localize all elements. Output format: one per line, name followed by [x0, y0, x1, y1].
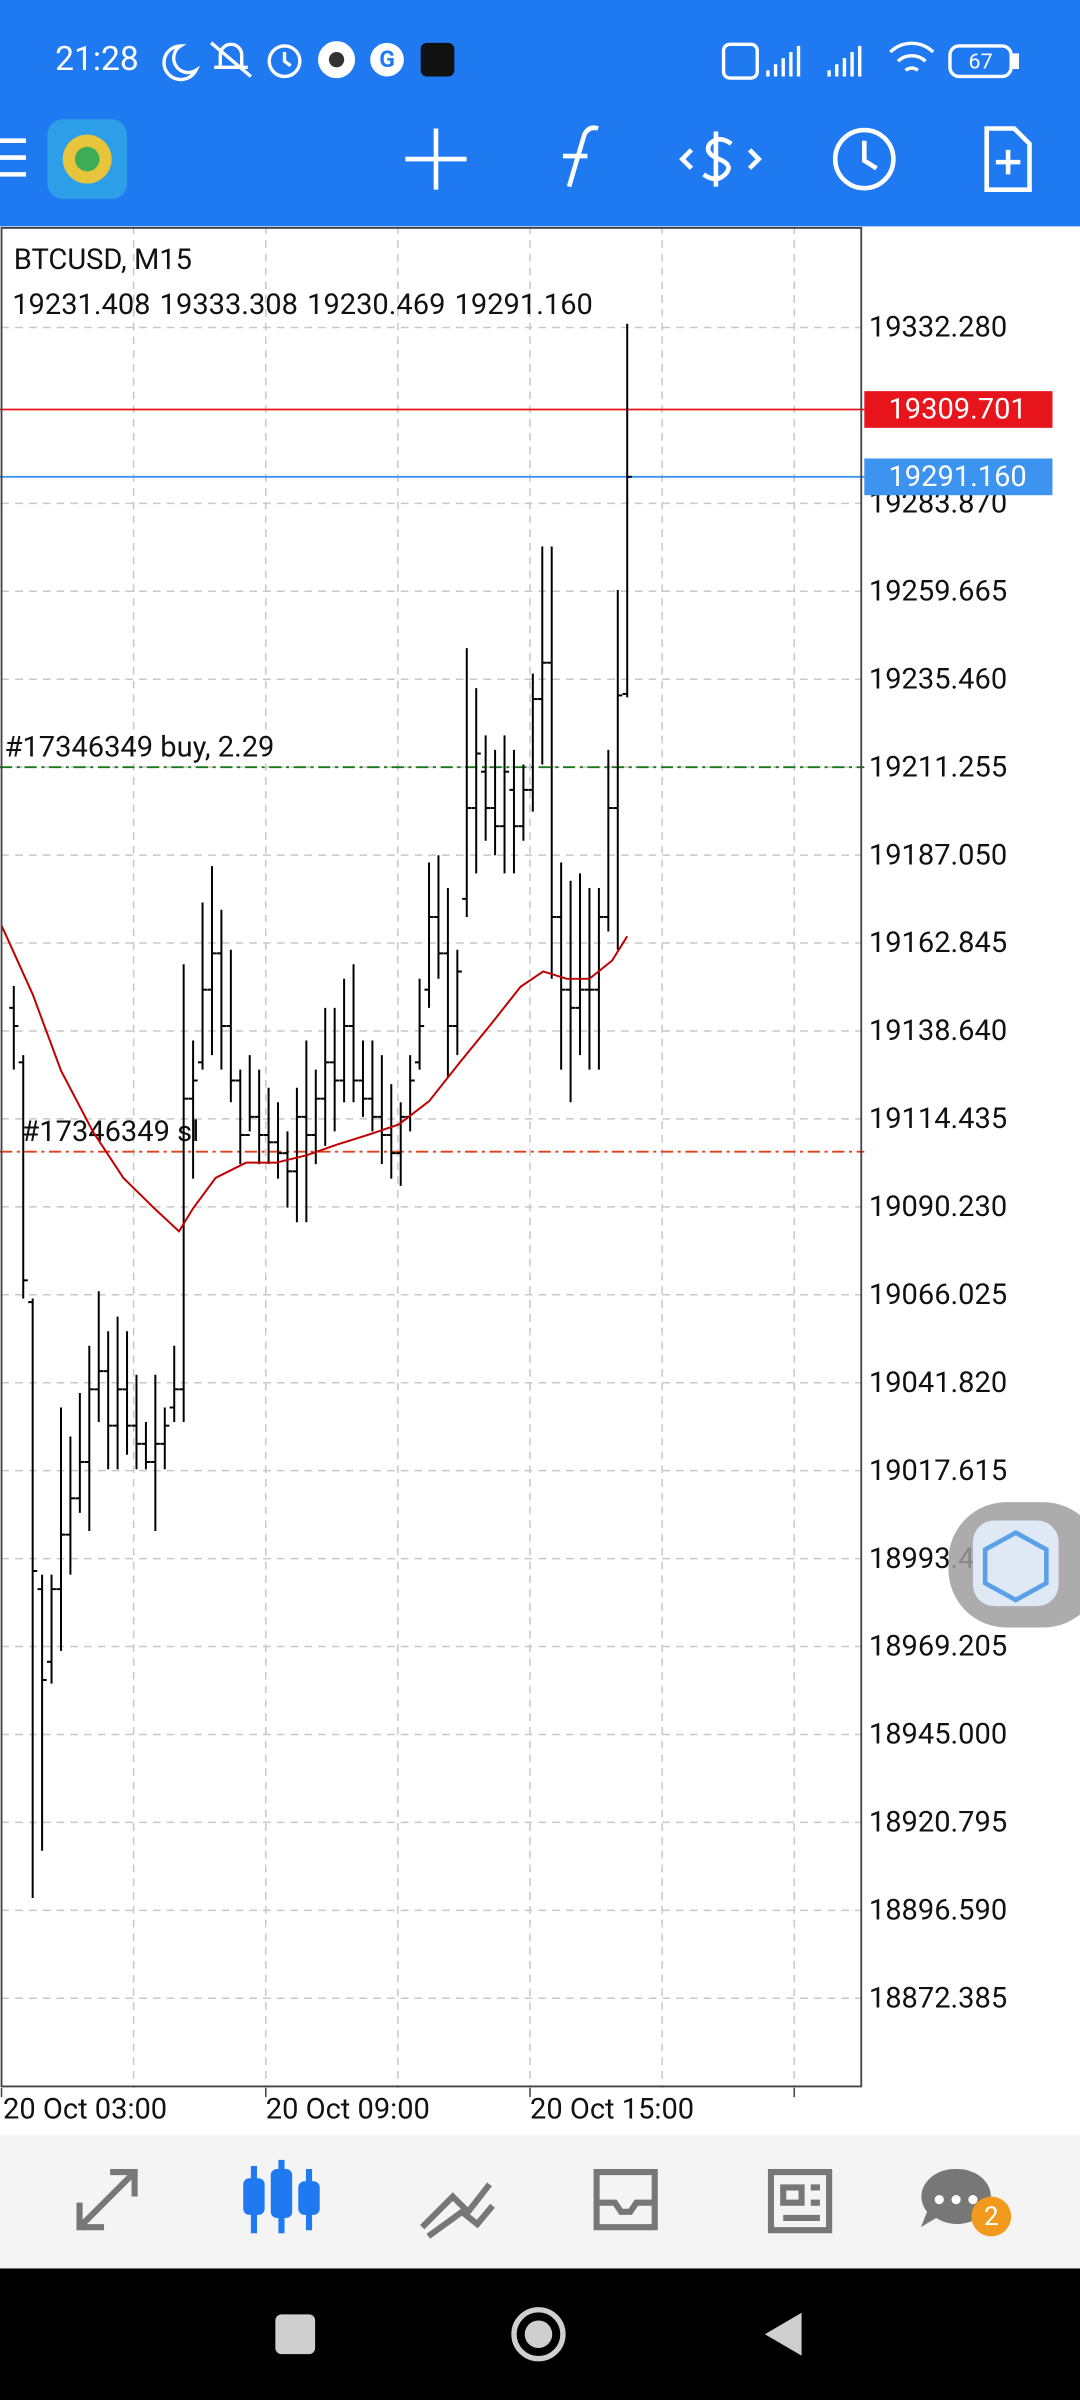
trade-button[interactable] [679, 131, 762, 187]
app-header [0, 0, 1080, 227]
indicators-button[interactable] [562, 125, 599, 188]
y-tick-label: 19017.615 [869, 1454, 1007, 1488]
nav-chart[interactable] [243, 2159, 320, 2234]
clock: 21:28 [55, 40, 139, 79]
y-tick-label: 19114.435 [869, 1102, 1007, 1136]
google-icon: G [379, 46, 395, 73]
y-tick-label: 18872.385 [869, 1981, 1007, 2015]
message-badge [971, 2196, 1012, 2237]
status-icons [162, 41, 1019, 82]
period-button[interactable] [832, 127, 896, 191]
y-tick-label: 19090.230 [869, 1190, 1007, 1224]
nav-history[interactable] [593, 2169, 658, 2231]
battery-level: 67 [969, 49, 993, 74]
home-button[interactable] [511, 2307, 566, 2362]
back-button[interactable] [764, 2312, 802, 2356]
x-tick-label: 20 Oct 09:00 [266, 2093, 430, 2127]
y-tick-label: 18920.795 [869, 1806, 1007, 1840]
y-tick-label: 19138.640 [869, 1014, 1007, 1048]
x-tick-label: 20 Oct 15:00 [530, 2093, 694, 2127]
y-tick-label: 18969.205 [869, 1630, 1007, 1664]
ask-label-box [864, 391, 1053, 428]
y-tick-label: 19187.050 [869, 838, 1007, 872]
bid-label: 19291.160 [888, 460, 1026, 494]
nav-news[interactable] [767, 2169, 833, 2234]
moving-average [0, 925, 629, 1233]
y-tick-label: 19162.845 [869, 926, 1007, 960]
app-logo-mark [74, 146, 100, 172]
y-tick-label: 19235.460 [869, 662, 1007, 696]
message-badge-count: 2 [984, 2202, 999, 2232]
recents-button[interactable] [275, 2314, 316, 2355]
y-tick-label: 19332.280 [869, 311, 1007, 345]
ask-label: 19309.701 [888, 393, 1026, 427]
y-tick-label: 19041.820 [869, 1366, 1007, 1400]
bottom-nav [0, 2135, 1080, 2269]
symbol-label: BTCUSD, M15 [14, 243, 192, 277]
ohlc-low: 19230.469 [307, 288, 445, 322]
ohlc-header: 19231.408 19333.308 19230.469 19291.160 [12, 288, 593, 322]
ohlc-high: 19333.308 [160, 288, 298, 322]
crosshair-button[interactable] [405, 128, 467, 190]
order-label: #17346349 sl [21, 1115, 199, 1149]
nav-trade[interactable] [420, 2182, 495, 2239]
chart: 19332.28019283.87019259.66519235.4601921… [0, 226, 1053, 2127]
new-order-button[interactable] [984, 126, 1032, 192]
y-tick-label: 18945.000 [869, 1718, 1007, 1752]
ohlc-close: 19291.160 [455, 288, 593, 322]
nav-quotes[interactable] [76, 2169, 138, 2231]
plot-frame [0, 226, 863, 2088]
x-tick-label: 20 Oct 03:00 [3, 2093, 167, 2127]
y-tick-label: 19066.025 [869, 1278, 1007, 1312]
order-label: #17346349 buy, 2.29 [5, 730, 275, 764]
ohlc-open: 19231.408 [12, 288, 150, 322]
y-tick-label: 19259.665 [869, 574, 1007, 608]
y-tick-label: 18896.590 [869, 1894, 1007, 1928]
y-tick-label: 19211.255 [869, 750, 1007, 784]
floating-widget-glyph [982, 1530, 1049, 1603]
menu-button[interactable] [0, 138, 27, 177]
bid-label-box [864, 458, 1053, 496]
